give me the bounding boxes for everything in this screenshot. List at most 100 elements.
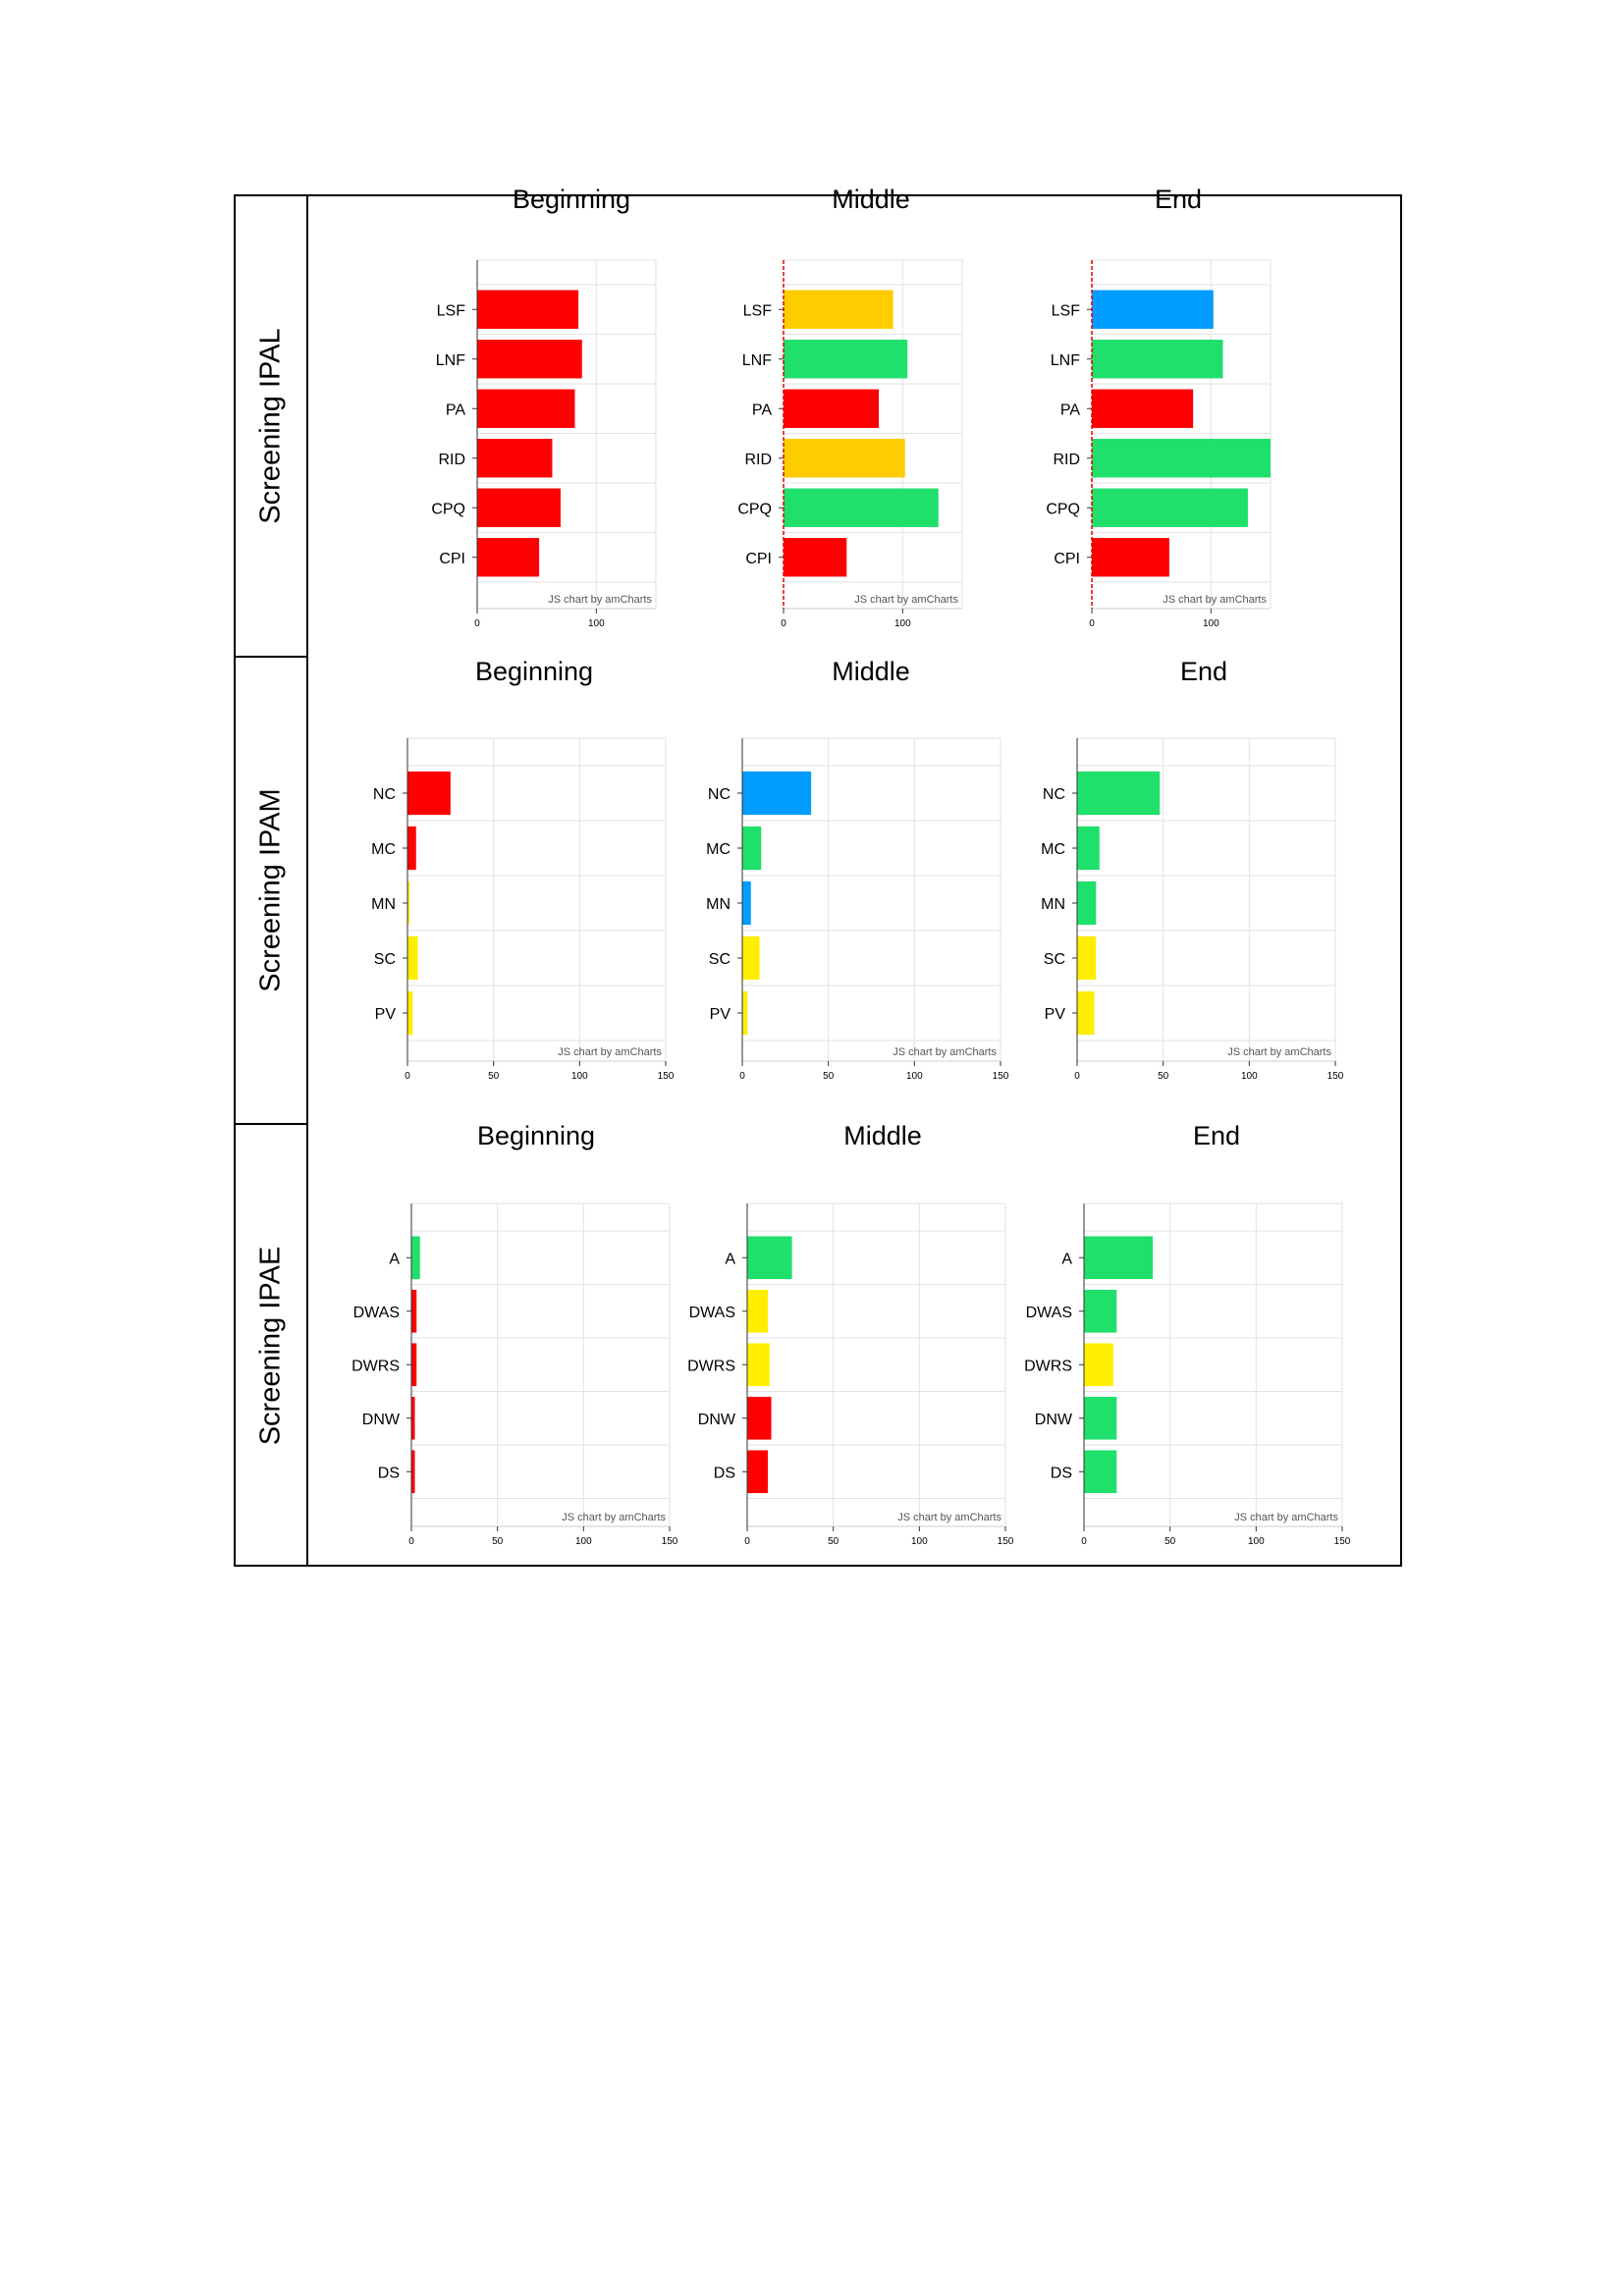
amcharts-watermark: JS chart by amCharts [562,1512,666,1523]
y-tick-label-cpq: CPQ [1046,501,1080,517]
amcharts-watermark: JS chart by amCharts [1163,594,1267,606]
bar-nc [407,771,451,816]
x-tick-label-0: 0 [1081,1536,1087,1547]
x-tick-label-50: 50 [488,1071,500,1082]
bar-cpq [1092,488,1248,527]
bar-rid [477,439,553,478]
bar-pv [1077,990,1095,1036]
row-label-ipae-text: Screening IPAE [254,1246,287,1446]
y-tick-label-cpi: CPI [439,551,465,567]
y-tick-label-mn: MN [706,896,731,913]
bar-chart-ipam-beginning: NC MC MN SC PV 0 50 100 150 JS chart by amCharts [371,737,675,1082]
bar-lsf [477,290,579,329]
y-tick-label-rid: RID [744,452,772,468]
y-tick-label-pv: PV [375,1006,397,1023]
y-tick-label-rid: RID [1053,452,1080,468]
x-tick-label-100: 100 [1248,1536,1265,1547]
x-tick-label-100: 100 [1203,618,1219,629]
x-tick-label-0: 0 [405,1071,410,1082]
x-tick-label-100: 100 [894,618,911,629]
y-tick-label-dwrs: DWRS [1024,1358,1072,1374]
bar-lnf [1092,340,1223,379]
bar-dwrs [411,1343,417,1387]
bar-cpq [477,488,561,527]
bar-mn [742,881,751,926]
bar-nc [1077,771,1161,816]
y-tick-label-sc: SC [374,951,396,968]
x-tick-label-150: 150 [1327,1071,1344,1082]
y-tick-label-cpi: CPI [1054,551,1080,567]
amcharts-watermark: JS chart by amCharts [548,594,652,606]
row-label-ipae: Screening IPAE [236,1125,306,1567]
x-tick-label-0: 0 [781,618,786,629]
bar-chart-ipae-beginning: A DWAS DWRS DNW DS 0 50 100 150 JS chart by amCha… [352,1202,678,1547]
panel-title-ipam-beginning: Beginning [474,657,594,686]
label-column-divider [306,196,308,1565]
bar-pa [477,389,575,428]
bar-dwas [411,1289,417,1333]
panel-title-ipal-end: End [1154,185,1203,214]
y-tick-label-cpq: CPQ [431,501,465,517]
y-tick-label-mc: MC [371,841,396,858]
y-tick-label-a: A [725,1251,735,1267]
y-tick-label-pv: PV [710,1006,731,1023]
bar-lnf [784,340,908,379]
panel-title-ipal-beginning: Beginning [512,185,631,214]
bar-mn [407,881,409,926]
y-tick-label-lsf: LSF [437,302,466,319]
row-label-ipal: Screening IPAL [236,196,306,656]
bar-chart-ipam-end: NC MC MN SC PV 0 50 100 150 JS chart by amCharts [1041,737,1344,1082]
x-tick-label-0: 0 [1089,618,1095,629]
x-tick-label-0: 0 [739,1071,745,1082]
bar-pa [784,389,880,428]
y-tick-label-a: A [389,1251,400,1267]
y-tick-label-mn: MN [371,896,396,913]
x-tick-label-0: 0 [744,1536,750,1547]
amcharts-watermark: JS chart by amCharts [897,1512,1001,1523]
panel-title-ipae-end: End [1192,1121,1241,1150]
bar-a [747,1236,792,1280]
x-tick-label-100: 100 [571,1071,588,1082]
x-tick-label-0: 0 [474,618,480,629]
x-tick-label-50: 50 [823,1071,835,1082]
y-tick-label-nc: NC [708,786,731,803]
bar-chart-ipal-end: LSF LNF PA RID CPQ CPI 0 100 JS chart by amChart… [1046,259,1272,629]
panel-title-ipal-middle: Middle [832,185,910,214]
panel-title-ipae-middle: Middle [843,1121,922,1150]
y-tick-label-dnw: DNW [362,1412,401,1428]
amcharts-watermark: JS chart by amCharts [854,594,958,606]
y-tick-label-dnw: DNW [698,1412,736,1428]
y-tick-label-mc: MC [706,841,731,858]
y-tick-label-ds: DS [1051,1465,1072,1481]
bar-pv [742,990,748,1036]
bar-cpi [1092,538,1169,577]
chart-grid-table: Screening IPAL Screening IPAM Screening … [234,194,1402,1567]
bar-a [1084,1236,1154,1280]
bar-chart-ipal-beginning: LSF LNF PA RID CPQ CPI 0 100 JS chart by amChart… [431,259,657,629]
x-tick-label-100: 100 [911,1536,928,1547]
bar-dwas [747,1289,769,1333]
bar-lsf [1092,290,1214,329]
bar-cpi [784,538,847,577]
bar-sc [742,935,760,981]
y-tick-label-sc: SC [1044,951,1065,968]
y-tick-label-nc: NC [373,786,396,803]
bar-mc [407,826,416,871]
row-label-ipam-text: Screening IPAM [254,788,287,992]
y-tick-label-sc: SC [709,951,731,968]
panel-title-ipam-middle: Middle [832,657,910,686]
x-tick-label-150: 150 [662,1536,678,1547]
bar-dnw [1084,1396,1117,1440]
bar-ds [411,1450,415,1494]
x-tick-label-150: 150 [993,1071,1009,1082]
y-tick-label-rid: RID [438,452,465,468]
y-tick-label-dwrs: DWRS [687,1358,735,1374]
bar-mc [742,826,762,871]
x-tick-label-50: 50 [492,1536,504,1547]
bar-cpq [784,488,939,527]
x-tick-label-100: 100 [588,618,605,629]
bar-lsf [784,290,893,329]
y-tick-label-mn: MN [1041,896,1065,913]
bar-lnf [477,340,582,379]
bar-dnw [411,1396,415,1440]
